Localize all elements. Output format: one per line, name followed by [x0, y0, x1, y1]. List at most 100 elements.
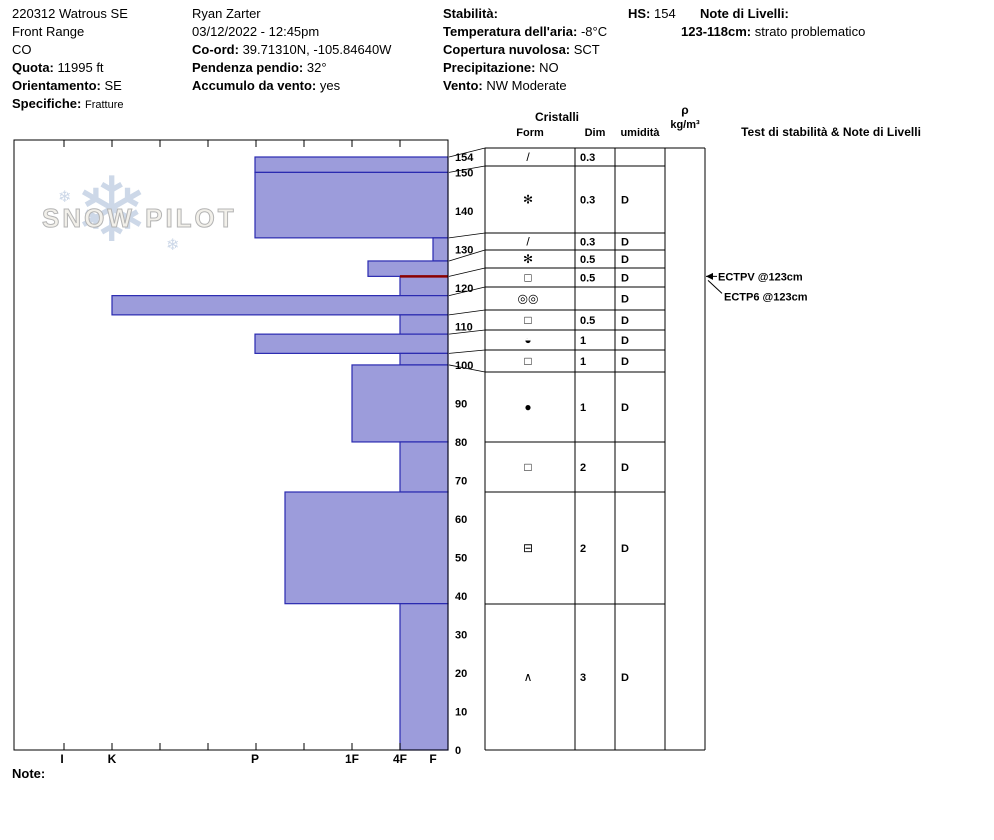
crystal-dim-value: 0.5 [580, 273, 595, 285]
arrow-left-icon [706, 272, 713, 280]
crystal-moisture-value: D [621, 543, 629, 555]
hardness-label: 1F [345, 752, 359, 766]
crystal-dim-value: 2 [580, 462, 586, 474]
hs-label: HS: [628, 6, 651, 21]
wind-loading-line: Accumulo da vento: yes [192, 77, 391, 95]
site-info-block: 220312 Watrous SE Front Range CO Quota: … [12, 5, 128, 114]
depth-label: 100 [455, 360, 473, 372]
crystal-form-symbol: ∧ [524, 670, 533, 684]
crystal-form-symbol: □ [524, 271, 531, 285]
crystal-moisture-value: D [621, 315, 629, 327]
test-result-label: ECTP6 @123cm [724, 291, 808, 303]
note-livelli-text: strato problematico [754, 24, 866, 39]
pendenza-label: Pendenza pendio: [192, 60, 304, 75]
depth-label: 150 [455, 167, 473, 179]
crystal-dim-value: 0.3 [580, 195, 595, 207]
observer-name: Ryan Zarter [192, 6, 261, 21]
crystal-form-symbol: ◎◎ [518, 292, 539, 306]
table-header-tests: Test di stabilità & Note di Livelli [741, 125, 921, 139]
precipitation-line: Precipitazione: NO [443, 59, 607, 77]
crystal-form-symbol: □ [524, 313, 531, 327]
vento-label: Vento: [443, 78, 483, 93]
stabilita-label: Stabilità: [443, 6, 498, 21]
crystal-form-symbol: □ [524, 460, 531, 474]
depth-label: 60 [455, 514, 467, 526]
crystal-form-symbol: ✻ [523, 193, 533, 207]
hardness-bar [432, 237, 449, 262]
layer-leader-line [448, 349, 486, 354]
crystal-dim-value: 1 [580, 335, 586, 347]
crystal-dim-value: 0.3 [580, 237, 595, 249]
hardness-label: I [60, 752, 63, 766]
crystal-moisture-value: D [621, 273, 629, 285]
layer-leader-line [448, 309, 486, 316]
hardness-label: P [251, 752, 259, 766]
table-header-rho-unit: kg/m³ [670, 119, 700, 131]
hardness-label: F [429, 752, 436, 766]
footer-note-label: Note: [12, 766, 46, 781]
specifiche-label: Specifiche: [12, 96, 82, 111]
layer-leader-line [448, 249, 486, 262]
observation-datetime: 03/12/2022 - 12:45pm [192, 24, 320, 39]
layer-leader-line [448, 329, 486, 335]
temperatura-value: -8°C [580, 24, 608, 39]
pendenza-value: 32° [306, 60, 327, 75]
depth-label: 90 [455, 398, 467, 410]
hardness-bar [284, 491, 449, 605]
site-range: Front Range [12, 24, 85, 39]
conditions-block: Stabilità: Temperatura dell'aria: -8°C C… [443, 5, 607, 95]
snowflake-icon: ❄ [74, 161, 150, 261]
note-livelli-heading: Note di Livelli: [681, 5, 865, 23]
copertura-value: SCT [573, 42, 600, 57]
depth-label: 50 [455, 552, 467, 564]
depth-label: 40 [455, 591, 467, 603]
crystal-moisture-value: D [621, 462, 629, 474]
slope-angle-line: Pendenza pendio: 32° [192, 59, 391, 77]
hardness-bar [399, 352, 449, 366]
quota-label: Quota: [12, 60, 54, 75]
crystal-moisture-value: D [621, 195, 629, 207]
crystal-moisture-value: D [621, 254, 629, 266]
crystal-moisture-value: D [621, 237, 629, 249]
layer-leader-line [448, 147, 486, 158]
observer-info-block: Ryan Zarter 03/12/2022 - 12:45pm Co-ord:… [192, 5, 391, 95]
note-livelli-depth: 123-118cm: [681, 24, 752, 39]
crystal-form-symbol: ● [524, 400, 531, 414]
table-header-form: Form [516, 127, 544, 139]
layer-leader-line [448, 286, 486, 297]
quota-value: 11995 ft [57, 60, 104, 75]
crystal-form-symbol: / [526, 235, 530, 249]
hardness-bar [367, 260, 449, 277]
orientamento-value: SE [104, 78, 122, 93]
coord-value: 39.71310N, -105.84640W [242, 42, 392, 57]
depth-label: 20 [455, 668, 467, 680]
vento-value: NW Moderate [486, 78, 567, 93]
hs-line: HS: 154 [628, 5, 676, 23]
depth-label: 140 [455, 206, 473, 218]
note-livelli-label: Note di Livelli: [700, 6, 789, 21]
crystal-moisture-value: D [621, 672, 629, 684]
crystal-moisture-value: D [621, 335, 629, 347]
crystal-moisture-value: D [621, 356, 629, 368]
stability-line: Stabilità: [443, 5, 607, 23]
snow-height-block: HS: 154 [628, 5, 676, 23]
crystal-form-symbol: ⊟ [523, 541, 533, 555]
sky-cover-line: Copertura nuvolosa: SCT [443, 41, 607, 59]
crystal-dim-value: 3 [580, 672, 586, 684]
crystal-dim-value: 1 [580, 356, 586, 368]
layer-leader-line [448, 165, 486, 173]
depth-label: 154 [455, 152, 474, 164]
crystal-form-symbol: / [526, 150, 530, 164]
precipitazione-value: NO [539, 60, 559, 75]
accumulo-label: Accumulo da vento: [192, 78, 317, 93]
specifiche-value: Fratture [84, 99, 124, 111]
depth-label: 120 [455, 283, 473, 295]
hs-value: 154 [654, 6, 676, 21]
depth-label: 10 [455, 706, 467, 718]
layer-leader-line [448, 364, 486, 373]
coordinates-line: Co-ord: 39.71310N, -105.84640W [192, 41, 391, 59]
crystal-dim-value: 2 [580, 543, 586, 555]
hardness-label: K [108, 752, 117, 766]
